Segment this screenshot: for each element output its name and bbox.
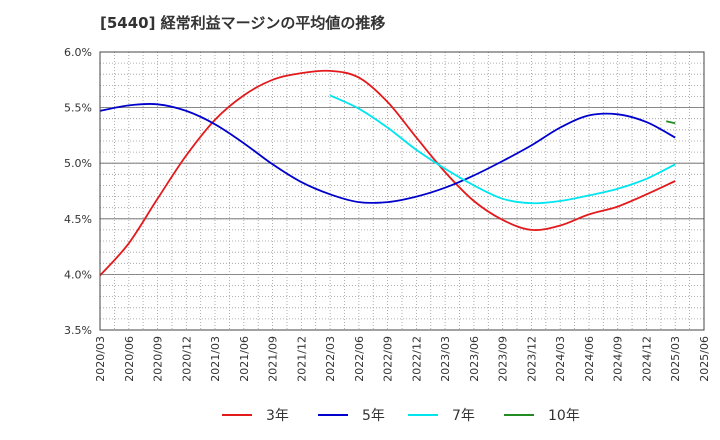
legend-item-10y: 10年 [504,403,580,427]
legend-label-10y: 10年 [548,408,580,424]
y-tick-label: 6.0% [64,46,92,59]
series-3-line [329,94,676,205]
y-tick-label: 4.0% [64,268,92,281]
legend-label-5y: 5年 [362,408,385,424]
x-tick-label: 2024/12 [641,336,654,382]
legend-label-7y: 7年 [452,408,475,424]
x-tick-label: 2022/06 [353,336,366,382]
x-tick-label: 2024/03 [554,336,567,382]
x-tick-label: 2024/09 [612,336,625,382]
y-tick-label: 5.5% [64,102,92,115]
x-tick-label: 2023/09 [497,336,510,382]
x-tick-label: 2022/03 [324,336,337,382]
legend-swatch-7y [408,414,438,416]
series-layer [99,69,676,277]
legend: 3年 5年 7年 10年 [0,403,720,427]
chart-title: [5440] 経常利益マージンの平均値の推移 [100,14,386,32]
legend-label-3y: 3年 [266,408,289,424]
series-2-line [99,102,676,204]
y-tick-label: 5.0% [64,157,92,170]
legend-swatch-3y [222,414,252,416]
legend-swatch-10y [504,414,534,416]
x-axis-ticks: 2020/03 2020/06 2020/09 2020/12 2021/03 2021/… [94,336,711,382]
x-tick-label: 2023/03 [439,336,452,382]
legend-item-5y: 5年 [318,403,385,427]
y-tick-label: 3.5% [64,324,92,337]
x-tick-label: 2020/03 [94,336,107,382]
x-tick-label: 2023/12 [525,336,538,382]
y-axis-ticks: 3.5% 4.0% 4.5% 5.0% 5.5% 6.0% [64,46,92,337]
x-tick-label: 2025/06 [698,336,711,382]
legend-item-7y: 7年 [408,403,475,427]
legend-swatch-5y [318,414,348,416]
x-tick-label: 2020/06 [123,336,136,382]
x-tick-label: 2025/03 [669,336,682,382]
y-tick-label: 4.5% [64,213,92,226]
x-tick-label: 2021/06 [238,336,251,382]
plot-frame [99,51,705,331]
x-tick-label: 2020/09 [152,336,165,382]
x-tick-label: 2023/06 [468,336,481,382]
x-tick-label: 2024/06 [583,336,596,382]
x-tick-label: 2022/12 [410,336,423,382]
x-tick-label: 2021/03 [209,336,222,382]
x-tick-label: 2022/09 [382,336,395,382]
x-tick-label: 2020/12 [180,336,193,382]
legend-item-3y: 3年 [222,403,289,427]
series-1-line [99,69,676,277]
x-tick-label: 2021/09 [267,336,280,382]
series-4-line [666,120,676,125]
x-tick-label: 2021/12 [295,336,308,382]
